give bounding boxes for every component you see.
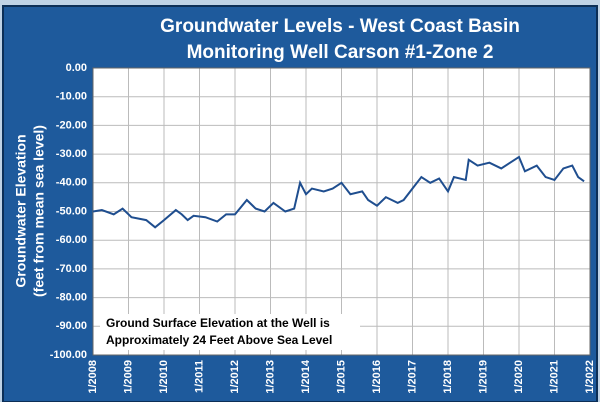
chart-title: Groundwater Levels - West Coast Basin [160,16,520,37]
x-tick-label: 1/2021 [548,360,560,394]
x-tick-label: 1/2014 [300,359,312,394]
y-tick-label: -60.00 [56,234,87,246]
x-tick-label: 1/2018 [442,360,454,394]
x-tick-label: 1/2020 [513,360,525,394]
x-tick-label: 1/2013 [264,360,276,394]
y-tick-label: -50.00 [56,205,87,217]
x-tick-label: 1/2017 [406,360,418,394]
y-tick-label: -20.00 [56,119,87,131]
y-tick-label: -10.00 [56,91,87,103]
annotation-box [100,314,360,350]
x-tick-label: 1/2015 [335,360,347,394]
y-tick-label: 0.00 [66,62,87,74]
annotation: Ground Surface Elevation at the Well is [106,316,330,330]
y-axis-label: (feet from mean sea level) [31,125,47,297]
annotation: Approximately 24 Feet Above Sea Level [106,333,332,347]
x-tick-label: 1/2019 [477,360,489,394]
data-line [92,155,585,229]
x-tick-label: 1/2008 [87,360,99,394]
y-tick-label: -70.00 [56,263,87,275]
y-axis-label: Groundwater Elevation [13,134,29,287]
x-tick-label: 1/2010 [158,360,170,394]
y-tick-label: -90.00 [56,320,87,332]
x-tick-label: 1/2022 [584,360,596,394]
x-tick-label: 1/2016 [371,360,383,394]
y-tick-label: -80.00 [56,292,87,304]
x-tick-label: 1/2009 [122,360,134,394]
chart-title: Monitoring Well Carson #1-Zone 2 [187,42,494,63]
x-tick-label: 1/2011 [193,360,205,393]
y-tick-label: -30.00 [56,148,87,160]
y-tick-label: -100.00 [50,349,87,361]
x-tick-label: 1/2012 [229,360,241,394]
y-tick-label: -40.00 [56,177,87,189]
